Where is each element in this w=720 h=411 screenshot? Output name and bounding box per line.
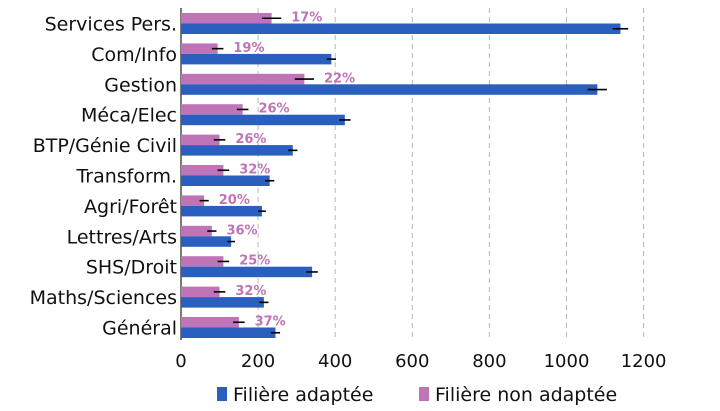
category-label: Transform. — [75, 166, 177, 188]
bar-non-adaptee — [181, 286, 220, 298]
bar-non-adaptee — [181, 43, 218, 54]
bar-percent-label: 22% — [324, 71, 355, 86]
bar-non-adaptee — [181, 317, 239, 328]
bar-percent-label: 26% — [235, 132, 266, 147]
bar-non-adaptee — [181, 256, 224, 267]
bar-adaptee — [181, 236, 232, 247]
category-label: Services Pers. — [45, 14, 177, 36]
category-label: Com/Info — [91, 44, 177, 66]
bar-adaptee — [181, 53, 332, 65]
bar-adaptee — [181, 205, 262, 217]
bar-non-adaptee — [181, 73, 305, 85]
category-label: BTP/Génie Civil — [33, 135, 177, 157]
legend-label-non-adaptee: Filière non adaptée — [435, 384, 617, 406]
bar-adaptee — [181, 327, 276, 338]
bar-percent-label: 32% — [235, 284, 266, 299]
category-label: Maths/Sciences — [30, 287, 177, 309]
bar-adaptee — [181, 297, 264, 308]
bar-percent-label: 19% — [233, 41, 264, 56]
category-label: Lettres/Arts — [67, 226, 177, 248]
bar-percent-label: 36% — [226, 223, 257, 238]
bar-adaptee — [181, 114, 345, 126]
x-tick-label: 1200 — [621, 351, 667, 372]
x-tick-label: 600 — [395, 351, 429, 372]
bars: 17% 19% 22% 26% 26% 32% 20% 36% 25% 32% 37% — [181, 11, 629, 338]
x-tick-label: 0 — [175, 351, 186, 372]
legend-swatch-adaptee — [217, 387, 227, 401]
bar-non-adaptee — [181, 225, 212, 237]
bar-non-adaptee — [181, 134, 220, 146]
bar-adaptee — [181, 84, 598, 95]
bar-percent-label: 26% — [258, 102, 289, 117]
category-label: Général — [102, 318, 177, 340]
bar-adaptee — [181, 145, 293, 156]
category-label: SHS/Droit — [86, 257, 177, 279]
legend-swatch-non-adaptee — [419, 387, 429, 401]
x-tick-label: 200 — [241, 351, 275, 372]
category-label: Méca/Elec — [81, 105, 177, 127]
legend: Filière adaptée Filière non adaptée — [217, 384, 617, 406]
bar-non-adaptee — [181, 13, 272, 24]
category-label: Agri/Forêt — [84, 196, 177, 218]
category-label: Gestion — [104, 74, 177, 96]
x-tick-label: 400 — [318, 351, 352, 372]
bar-non-adaptee — [181, 104, 243, 115]
bar-percent-label: 32% — [239, 163, 270, 178]
bar-adaptee — [181, 175, 270, 186]
bar-percent-label: 25% — [239, 254, 270, 269]
bar-non-adaptee — [181, 195, 205, 206]
x-axis-ticks: 0 200 400 600 800 1000 1200 — [175, 351, 666, 372]
category-labels: Services Pers. Com/Info Gestion Méca/Elec BT… — [30, 14, 177, 340]
bar-percent-label: 20% — [219, 193, 250, 208]
x-tick-label: 800 — [472, 351, 506, 372]
legend-label-adaptee: Filière adaptée — [233, 384, 373, 406]
bar-adaptee — [181, 266, 313, 278]
bar-percent-label: 37% — [255, 315, 286, 330]
bar-adaptee — [181, 23, 621, 34]
x-tick-label: 1000 — [544, 351, 590, 372]
bar-non-adaptee — [181, 165, 224, 176]
bar-percent-label: 17% — [291, 11, 322, 26]
